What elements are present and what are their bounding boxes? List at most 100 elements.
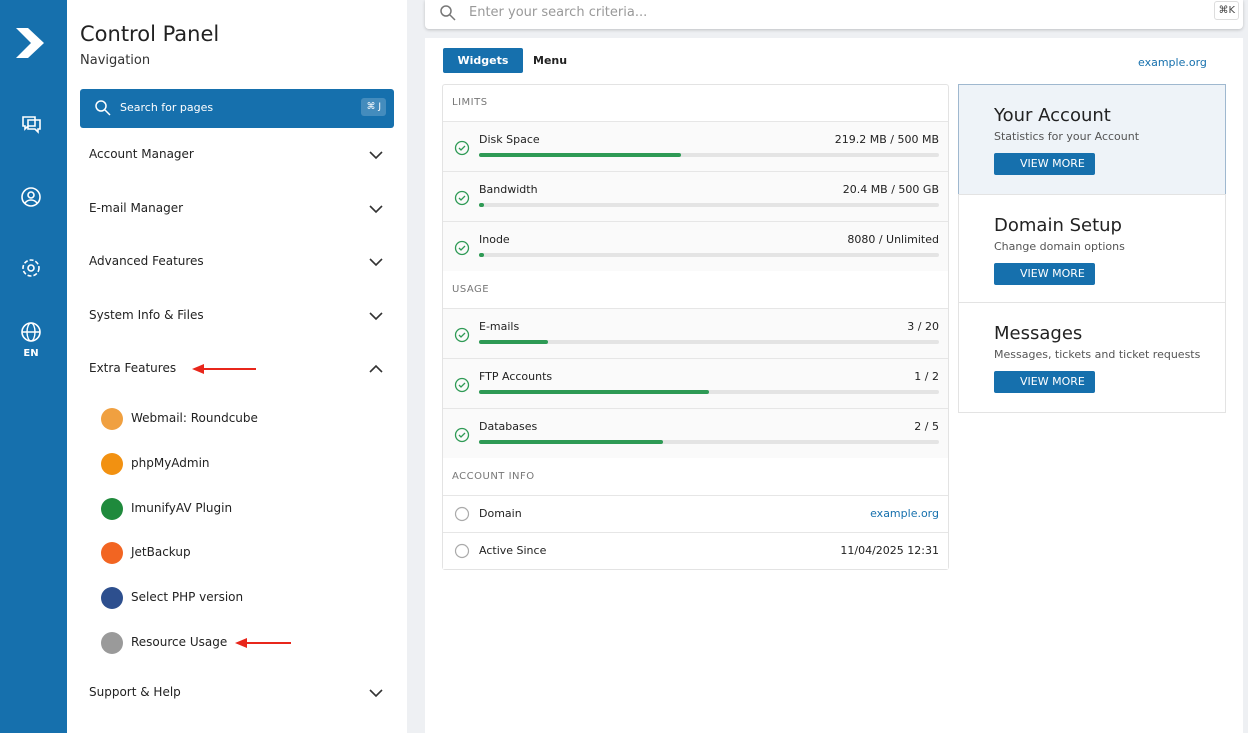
menu-item[interactable]: Advanced Features: [89, 254, 204, 268]
progress-bar: [479, 253, 484, 257]
card-subtitle: Statistics for your Account: [994, 130, 1139, 143]
card-title: Domain Setup: [994, 215, 1122, 236]
card-button[interactable]: VIEW MORE: [994, 371, 1095, 393]
annotation-arrow: [190, 362, 260, 376]
settings-icon[interactable]: [20, 257, 42, 279]
progress-bar: [479, 203, 484, 207]
icon-rail: EN: [0, 0, 67, 733]
menu-item[interactable]: E-mail Manager: [89, 201, 183, 215]
check-icon: [453, 376, 471, 394]
stat-row: Active Since 11/04/2025 12:31: [443, 532, 948, 569]
progress-bar: [479, 390, 709, 394]
info-value: 11/04/2025 12:31: [840, 544, 939, 557]
stat-row: Bandwidth 20.4 MB / 500 GB: [443, 171, 948, 221]
info-label: Domain: [479, 507, 522, 520]
sidebar-title: Control Panel: [80, 22, 219, 46]
submenu-item[interactable]: Select PHP version: [131, 590, 243, 604]
submenu-item[interactable]: ImunifyAV Plugin: [131, 501, 232, 515]
tab-menu[interactable]: Menu: [533, 48, 567, 73]
stat-label: Databases: [479, 420, 537, 433]
app-icon: [101, 632, 123, 654]
menu-item[interactable]: Extra Features: [89, 361, 176, 375]
stat-value: 3 / 20: [907, 320, 939, 333]
info-icon: [453, 542, 471, 560]
widget-card: Messages Messages, tickets and ticket req…: [958, 302, 1226, 413]
info-label: Active Since: [479, 544, 546, 557]
card-title: Your Account: [994, 105, 1111, 126]
submenu-item[interactable]: JetBackup: [131, 545, 191, 559]
chevron: [367, 200, 385, 218]
logo: [14, 26, 46, 60]
info-icon: [453, 505, 471, 523]
chevron: [367, 684, 385, 702]
search-icon: [94, 99, 112, 117]
check-icon: [453, 426, 471, 444]
progress-track: [479, 440, 939, 444]
page-search[interactable]: Search for pages ⌘ J: [80, 89, 394, 128]
stat-row: Disk Space 219.2 MB / 500 MB: [443, 121, 948, 171]
annotation-arrow: [233, 636, 293, 650]
widget-card: Domain Setup Change domain options VIEW MO…: [958, 194, 1226, 303]
card-subtitle: Messages, tickets and ticket requests: [994, 348, 1200, 361]
app-icon: [101, 408, 123, 430]
sidebar-subtitle: Navigation: [80, 53, 150, 68]
app-icon: [101, 587, 123, 609]
card-button[interactable]: VIEW MORE: [994, 263, 1095, 285]
stat-row: Inode 8080 / Unlimited: [443, 221, 948, 271]
stat-value: 8080 / Unlimited: [847, 233, 939, 246]
stat-value: 20.4 MB / 500 GB: [843, 183, 939, 196]
language[interactable]: EN: [0, 348, 62, 359]
menu-item[interactable]: System Info & Files: [89, 308, 204, 322]
section-heading: ACCOUNT INFO: [452, 471, 535, 482]
chevron: [367, 253, 385, 271]
stat-value: 2 / 5: [914, 420, 939, 433]
progress-bar: [479, 153, 681, 157]
progress-bar: [479, 440, 663, 444]
card-title: Messages: [994, 323, 1082, 344]
card-button[interactable]: VIEW MORE: [994, 153, 1095, 175]
section-heading: LIMITS: [452, 97, 488, 108]
chat-icon[interactable]: [20, 113, 42, 135]
progress-track: [479, 340, 939, 344]
stat-row: Databases 2 / 5: [443, 408, 948, 458]
search-shortcut: ⌘ J: [361, 98, 386, 116]
top-search[interactable]: Enter your search criteria... ⌘K: [425, 0, 1243, 29]
chevron: [367, 146, 385, 164]
progress-track: [479, 390, 939, 394]
menu-item[interactable]: Support & Help: [89, 685, 181, 699]
section-heading: USAGE: [452, 284, 489, 295]
stat-row: E-mails 3 / 20: [443, 308, 948, 358]
domain-selector[interactable]: example.org: [1138, 56, 1207, 69]
tab-widgets[interactable]: Widgets: [443, 48, 523, 73]
app-icon: [101, 498, 123, 520]
search-placeholder: Enter your search criteria...: [469, 5, 647, 20]
app-icon: [101, 542, 123, 564]
submenu-item[interactable]: Webmail: Roundcube: [131, 411, 258, 425]
progress-bar: [479, 340, 548, 344]
submenu-item[interactable]: phpMyAdmin: [131, 456, 210, 470]
stat-label: Inode: [479, 233, 510, 246]
check-icon: [453, 326, 471, 344]
check-icon: [453, 189, 471, 207]
card-subtitle: Change domain options: [994, 240, 1125, 253]
shortcut: ⌘K: [1214, 1, 1239, 20]
stats-panel: LIMITS Disk Space 219.2 MB / 500 MB Bandwid…: [442, 84, 949, 570]
menu-item[interactable]: Account Manager: [89, 147, 194, 161]
info-value[interactable]: example.org: [870, 507, 939, 520]
main-card: Widgets Menu example.org LIMITS Disk Space 21…: [425, 38, 1243, 733]
search-icon: [439, 4, 457, 22]
progress-track: [479, 153, 939, 157]
progress-track: [479, 203, 939, 207]
stat-label: Disk Space: [479, 133, 540, 146]
stat-label: E-mails: [479, 320, 519, 333]
globe-icon[interactable]: [20, 321, 42, 343]
search-label: Search for pages: [120, 101, 213, 114]
stat-label: Bandwidth: [479, 183, 538, 196]
stat-value: 219.2 MB / 500 MB: [835, 133, 939, 146]
user-icon[interactable]: [20, 186, 42, 208]
submenu-item[interactable]: Resource Usage: [131, 635, 227, 649]
check-icon: [453, 239, 471, 257]
widget-card: Your Account Statistics for your Account V…: [958, 84, 1226, 195]
chevron: [367, 360, 385, 378]
